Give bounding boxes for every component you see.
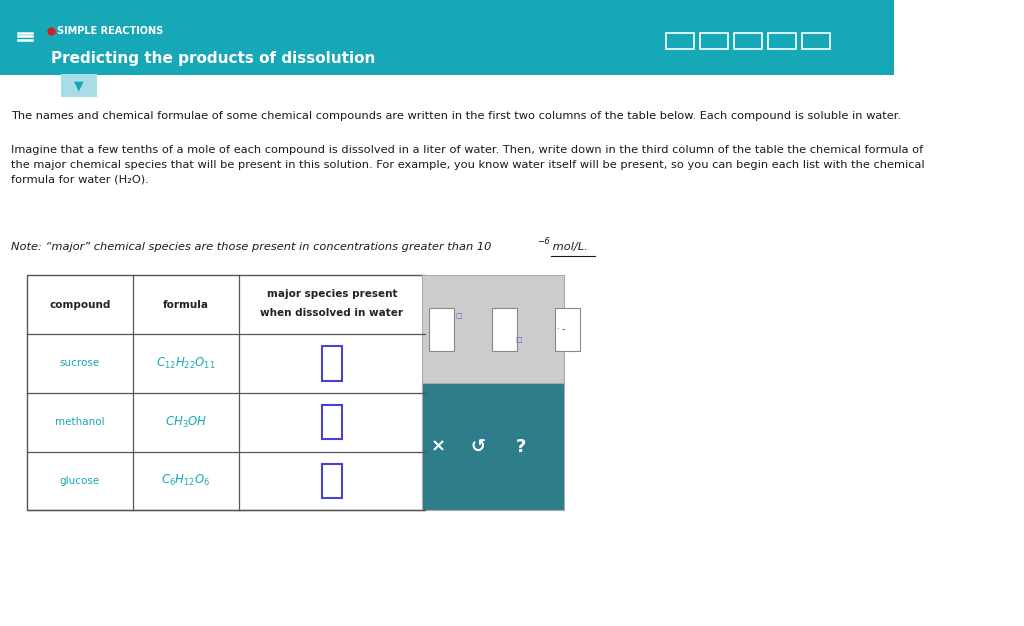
FancyBboxPatch shape	[422, 383, 563, 510]
Text: $C_{12}H_{22}O_{11}$: $C_{12}H_{22}O_{11}$	[157, 356, 216, 371]
Text: · -: · -	[557, 325, 565, 334]
FancyBboxPatch shape	[429, 307, 455, 351]
Text: glucose: glucose	[59, 476, 100, 486]
Text: ?: ?	[515, 438, 525, 456]
Text: methanol: methanol	[55, 417, 104, 427]
Text: Imagine that a few tenths of a mole of each compound is dissolved in a liter of : Imagine that a few tenths of a mole of e…	[10, 145, 925, 184]
Text: □: □	[515, 337, 522, 344]
Text: Note: “major” chemical species are those present in concentrations greater than : Note: “major” chemical species are those…	[10, 242, 492, 252]
Text: formula: formula	[163, 300, 209, 310]
Text: −6: −6	[538, 237, 550, 245]
Text: ↺: ↺	[471, 438, 486, 456]
Text: $CH_3OH$: $CH_3OH$	[165, 414, 207, 429]
Text: mol/L.: mol/L.	[549, 242, 588, 252]
Text: when dissolved in water: when dissolved in water	[260, 308, 403, 318]
FancyBboxPatch shape	[0, 0, 894, 75]
FancyBboxPatch shape	[555, 307, 580, 351]
Text: ×: ×	[431, 438, 445, 456]
Text: compound: compound	[49, 300, 111, 310]
Text: $C_6H_{12}O_6$: $C_6H_{12}O_6$	[162, 473, 211, 488]
Text: SIMPLE REACTIONS: SIMPLE REACTIONS	[57, 26, 164, 36]
Text: The names and chemical formulae of some chemical compounds are written in the fi: The names and chemical formulae of some …	[10, 111, 901, 121]
Text: Predicting the products of dissolution: Predicting the products of dissolution	[51, 51, 376, 66]
FancyBboxPatch shape	[60, 74, 96, 97]
Text: ▼: ▼	[74, 80, 84, 92]
Text: major species present: major species present	[266, 289, 397, 299]
FancyBboxPatch shape	[492, 307, 517, 351]
FancyBboxPatch shape	[422, 275, 563, 383]
Text: sucrose: sucrose	[59, 359, 100, 369]
Text: □: □	[456, 313, 462, 319]
